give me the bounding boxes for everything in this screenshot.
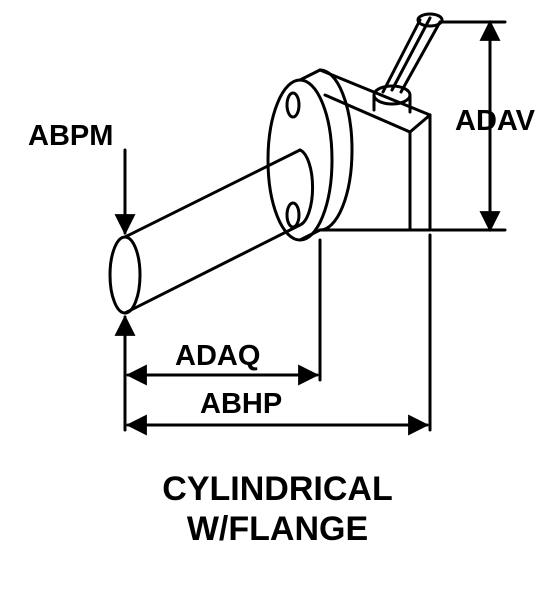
diagram-canvas: ABPM ADAV ADAQ ABHP CYLINDRICAL W/FLANGE (0, 0, 555, 589)
label-adav: ADAV (455, 105, 535, 138)
label-adaq: ADAQ (175, 340, 260, 373)
title-line-2: W/FLANGE (0, 510, 555, 549)
label-abpm: ABPM (28, 120, 113, 153)
title-line-1: CYLINDRICAL (0, 470, 555, 509)
label-abhp: ABHP (200, 388, 282, 421)
